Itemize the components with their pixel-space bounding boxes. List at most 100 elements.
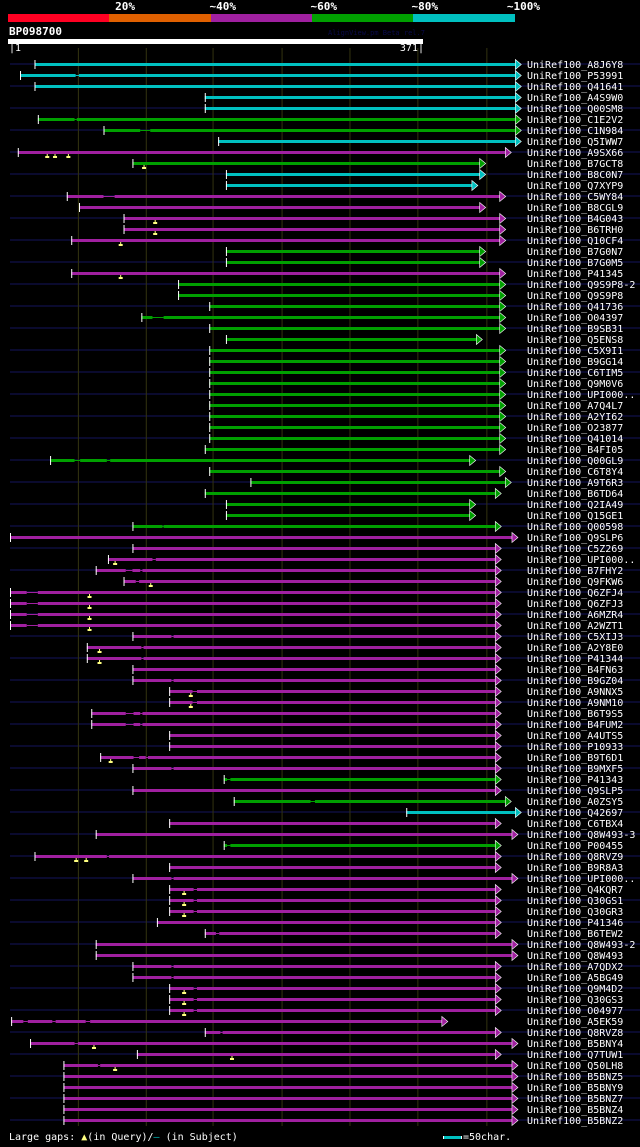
hit-label[interactable]: UniRef100_Q30GS1: [527, 896, 623, 907]
hit-label[interactable]: UniRef100_A2WZT1: [527, 621, 623, 632]
hit-label[interactable]: UniRef100_B4FN63: [527, 665, 623, 676]
hit-label[interactable]: UniRef100_Q9S9P8: [527, 291, 623, 302]
hit-label[interactable]: UniRef100_O04397: [527, 313, 623, 324]
hit-label[interactable]: UniRef100_Q42697: [527, 808, 623, 819]
hit-label[interactable]: UniRef100_P41344: [527, 654, 623, 665]
hit-label[interactable]: UniRef100_Q8RVZ8: [527, 1028, 623, 1039]
hit-label[interactable]: UniRef100_B9R8A3: [527, 863, 623, 874]
hit-label[interactable]: UniRef100_P53991: [527, 71, 623, 82]
hit-label[interactable]: UniRef100_B7FHY2: [527, 566, 623, 577]
hit-label[interactable]: UniRef100_Q8RVZ9: [527, 852, 623, 863]
hit-label[interactable]: UniRef100_C5XIJ3: [527, 632, 623, 643]
hit-label[interactable]: UniRef100_Q00SM8: [527, 104, 623, 115]
hit-label[interactable]: UniRef100_Q9FKW6: [527, 577, 623, 588]
hit-label[interactable]: UniRef100_Q00GL9: [527, 456, 623, 467]
hit-label[interactable]: UniRef100_B9T6D1: [527, 753, 623, 764]
hit-label[interactable]: UniRef100_B8C0N7: [527, 170, 623, 181]
hit-label[interactable]: UniRef100_Q8W493: [527, 951, 623, 962]
hit-label[interactable]: UniRef100_B6TRH0: [527, 225, 623, 236]
hit-label[interactable]: UniRef100_B9SB31: [527, 324, 623, 335]
hit-label[interactable]: UniRef100_A8J6Y8: [527, 60, 623, 71]
hit-label[interactable]: UniRef100_Q6ZFJ4: [527, 588, 623, 599]
hit-label[interactable]: UniRef100_A7QDX2: [527, 962, 623, 973]
hit-label[interactable]: UniRef100_B5BNZ7: [527, 1094, 623, 1105]
hit-label[interactable]: UniRef100_Q41641: [527, 82, 623, 93]
hit-label[interactable]: UniRef100_B9GZ04: [527, 676, 623, 687]
hit-label[interactable]: UniRef100_A2YI62: [527, 412, 623, 423]
hit-label[interactable]: UniRef100_C5WY84: [527, 192, 623, 203]
hit-label[interactable]: UniRef100_C6TBX4: [527, 819, 623, 830]
hit-label[interactable]: UniRef100_B5BNY4: [527, 1039, 623, 1050]
hit-label[interactable]: UniRef100_P41346: [527, 918, 623, 929]
alignment-start-tick: [204, 929, 206, 938]
hit-label[interactable]: UniRef100_P41345: [527, 269, 623, 280]
hit-label[interactable]: UniRef100_P10933: [527, 742, 623, 753]
hit-label[interactable]: UniRef100_Q5ENS8: [527, 335, 623, 346]
hit-label[interactable]: UniRef100_UPI000..: [527, 390, 635, 401]
hit-label[interactable]: UniRef100_A2Y8E0: [527, 643, 623, 654]
alignment-start-tick: [225, 170, 227, 179]
hit-label[interactable]: UniRef100_B5BNY9: [527, 1083, 623, 1094]
hit-label[interactable]: UniRef100_Q8W493-3: [527, 830, 635, 841]
hit-label[interactable]: UniRef100_B5BNZ5: [527, 1072, 623, 1083]
hit-label[interactable]: UniRef100_C1N984: [527, 126, 623, 137]
hit-label[interactable]: UniRef100_C5Z269: [527, 544, 623, 555]
hit-label[interactable]: UniRef100_Q5IWW7: [527, 137, 623, 148]
hit-label[interactable]: UniRef100_B6TD64: [527, 489, 623, 500]
alignment-segment: [37, 118, 75, 121]
hit-label[interactable]: UniRef100_Q6ZFJ3: [527, 599, 623, 610]
hit-label[interactable]: UniRef100_Q9SLP6: [527, 533, 623, 544]
hit-label[interactable]: UniRef100_UPI000..: [527, 555, 635, 566]
hit-label[interactable]: UniRef100_A9NNX5: [527, 687, 623, 698]
hit-label[interactable]: UniRef100_B7G0M5: [527, 258, 623, 269]
hit-label[interactable]: UniRef100_Q10CF4: [527, 236, 623, 247]
hit-label[interactable]: UniRef100_C6T8Y4: [527, 467, 623, 478]
hit-label[interactable]: UniRef100_Q9S9P8-2: [527, 280, 635, 291]
hit-label[interactable]: UniRef100_Q41014: [527, 434, 623, 445]
hit-label[interactable]: UniRef100_UPI000..: [527, 874, 635, 885]
hit-label[interactable]: UniRef100_A6MZR4: [527, 610, 623, 621]
hit-label[interactable]: UniRef100_Q9M4D2: [527, 984, 623, 995]
hit-label[interactable]: UniRef100_O04977: [527, 1006, 623, 1017]
hit-label[interactable]: UniRef100_C1E2V2: [527, 115, 623, 126]
hit-label[interactable]: UniRef100_Q50LH8: [527, 1061, 623, 1072]
hit-label[interactable]: UniRef100_B7GCT8: [527, 159, 623, 170]
hit-label[interactable]: UniRef100_B4G043: [527, 214, 623, 225]
hit-label[interactable]: UniRef100_Q30GS3: [527, 995, 623, 1006]
hit-label[interactable]: UniRef100_A5EK59: [527, 1017, 623, 1028]
hit-label[interactable]: UniRef100_A7Q4L7: [527, 401, 623, 412]
hit-label[interactable]: UniRef100_A5BG49: [527, 973, 623, 984]
hit-label[interactable]: UniRef100_A9NM10: [527, 698, 623, 709]
hit-label[interactable]: UniRef100_P00455: [527, 841, 623, 852]
hit-label[interactable]: UniRef100_Q00598: [527, 522, 623, 533]
hit-label[interactable]: UniRef100_P41343: [527, 775, 623, 786]
hit-label[interactable]: UniRef100_Q2IA49: [527, 500, 623, 511]
hit-label[interactable]: UniRef100_B9GG14: [527, 357, 623, 368]
hit-label[interactable]: UniRef100_B9MXF5: [527, 764, 623, 775]
hit-label[interactable]: UniRef100_B7G0N7: [527, 247, 623, 258]
hit-label[interactable]: UniRef100_A4UTS5: [527, 731, 623, 742]
hit-label[interactable]: UniRef100_B6TEW2: [527, 929, 623, 940]
hit-label[interactable]: UniRef100_Q30GR3: [527, 907, 623, 918]
hit-label[interactable]: UniRef100_B4FI05: [527, 445, 623, 456]
hit-label[interactable]: UniRef100_B8CGL9: [527, 203, 623, 214]
hit-label[interactable]: UniRef100_A9T6R3: [527, 478, 623, 489]
hit-label[interactable]: UniRef100_B4FUM2: [527, 720, 623, 731]
hit-label[interactable]: UniRef100_A4S9W0: [527, 93, 623, 104]
hit-label[interactable]: UniRef100_C5X9I1: [527, 346, 623, 357]
hit-label[interactable]: UniRef100_A9SX66: [527, 148, 623, 159]
hit-label[interactable]: UniRef100_O23877: [527, 423, 623, 434]
hit-label[interactable]: UniRef100_B5BNZ2: [527, 1116, 623, 1127]
hit-label[interactable]: UniRef100_C6TIM5: [527, 368, 623, 379]
hit-label[interactable]: UniRef100_Q7TUW1: [527, 1050, 623, 1061]
hit-label[interactable]: UniRef100_B6T9S5: [527, 709, 623, 720]
hit-label[interactable]: UniRef100_Q15GE1: [527, 511, 623, 522]
hit-label[interactable]: UniRef100_A0ZSY5: [527, 797, 623, 808]
hit-label[interactable]: UniRef100_Q41736: [527, 302, 623, 313]
hit-label[interactable]: UniRef100_Q7XYP9: [527, 181, 623, 192]
hit-label[interactable]: UniRef100_Q8W493-2: [527, 940, 635, 951]
hit-label[interactable]: UniRef100_Q4KQR7: [527, 885, 623, 896]
hit-label[interactable]: UniRef100_B5BNZ4: [527, 1105, 623, 1116]
hit-label[interactable]: UniRef100_Q9M0V6: [527, 379, 623, 390]
hit-label[interactable]: UniRef100_Q9SLP5: [527, 786, 623, 797]
